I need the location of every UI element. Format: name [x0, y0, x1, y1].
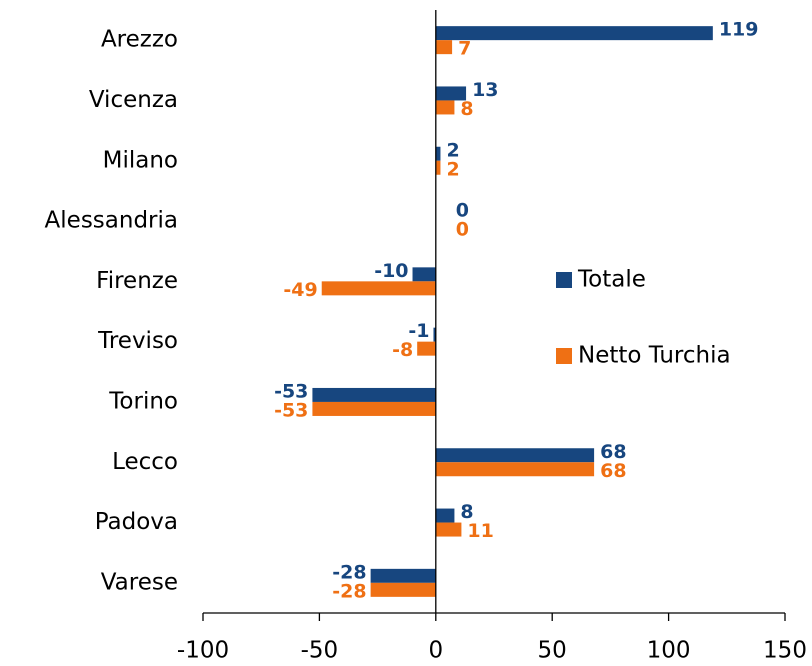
data-label: -53 [274, 380, 308, 402]
x-tick-label: 0 [428, 638, 443, 664]
data-label: 2 [446, 139, 459, 161]
data-label: 119 [719, 19, 759, 41]
data-label: -49 [283, 279, 317, 301]
x-tick-label: 100 [647, 638, 691, 664]
bar [435, 448, 595, 463]
data-label: 0 [456, 219, 469, 241]
data-label: 68 [600, 460, 626, 482]
bar [312, 401, 436, 416]
data-label: -28 [332, 580, 366, 602]
legend-label: Totale [577, 267, 646, 293]
bar [412, 267, 436, 282]
data-label: -10 [374, 260, 408, 282]
data-label: -28 [332, 561, 366, 583]
bar [435, 26, 713, 41]
data-label: 68 [600, 441, 626, 463]
bar [433, 327, 436, 342]
category-label: Torino [108, 388, 178, 414]
bar [435, 522, 462, 537]
data-label: 11 [467, 520, 493, 542]
data-label: 8 [460, 98, 473, 120]
data-label: -8 [392, 339, 413, 361]
x-tick-label: 150 [763, 638, 807, 664]
bar [435, 462, 595, 477]
data-label: 13 [472, 79, 498, 101]
bar [370, 582, 436, 597]
category-label: Lecco [112, 449, 178, 475]
data-label: 7 [458, 38, 471, 60]
bar [435, 100, 455, 115]
category-label: Arezzo [101, 27, 178, 53]
bar [435, 160, 441, 175]
bar [435, 508, 455, 523]
data-label: -1 [408, 320, 429, 342]
x-tick-label: -100 [177, 638, 229, 664]
x-tick-label: 50 [538, 638, 567, 664]
category-label: Varese [101, 569, 178, 595]
category-label: Milano [103, 147, 178, 173]
legend-label: Netto Turchia [578, 343, 731, 369]
bar [417, 341, 436, 356]
category-label: Padova [95, 509, 178, 535]
data-label: -53 [274, 399, 308, 421]
x-tick-label: -50 [301, 638, 339, 664]
data-label: 8 [460, 501, 473, 523]
data-label: 2 [446, 158, 459, 180]
category-label: Treviso [97, 328, 178, 354]
bar [435, 146, 441, 161]
category-label: Vicenza [89, 87, 178, 113]
bar [435, 86, 467, 101]
data-label: 0 [456, 200, 469, 222]
legend-swatch [556, 272, 572, 288]
bar [312, 387, 436, 402]
category-label: Alessandria [45, 208, 178, 234]
bar [370, 568, 436, 583]
bar [435, 40, 453, 55]
bar [321, 281, 436, 296]
category-label: Firenze [96, 268, 178, 294]
legend-swatch [556, 348, 572, 364]
